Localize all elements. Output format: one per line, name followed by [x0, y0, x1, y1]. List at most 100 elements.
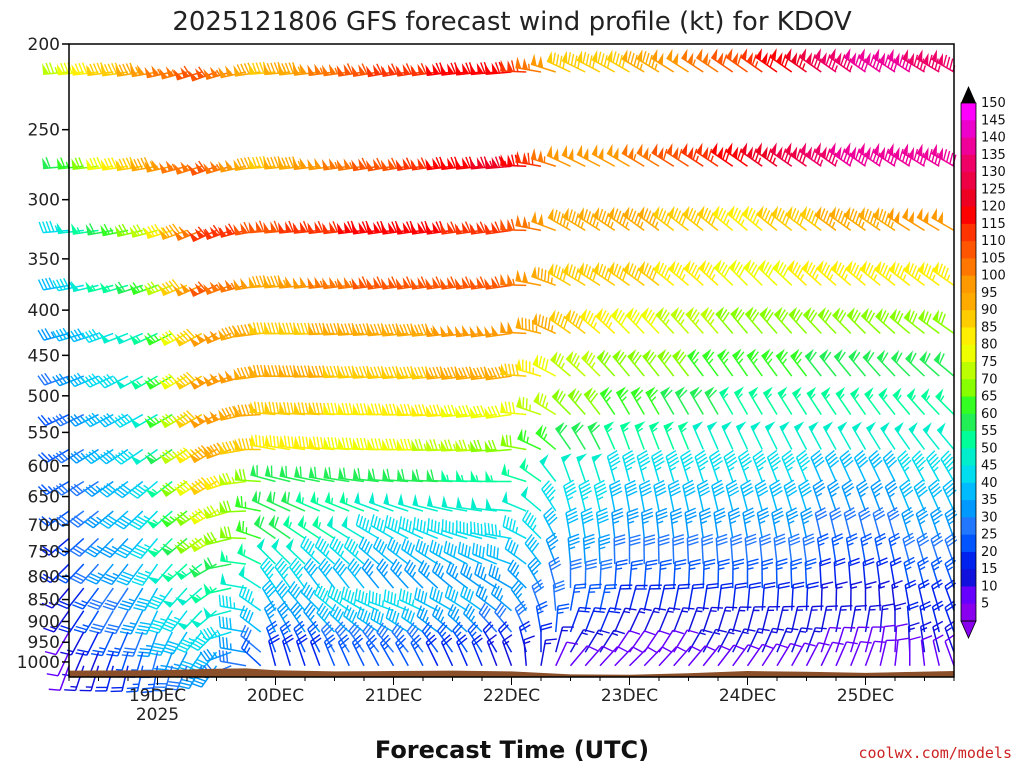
wind-barb-half-feather — [680, 427, 687, 433]
wind-barb-feather — [162, 451, 172, 461]
wind-barb-pennant — [747, 348, 757, 360]
wind-barb-feather — [284, 157, 291, 169]
wind-barb-half-feather — [681, 274, 686, 281]
wind-barb — [715, 306, 734, 334]
wind-barb-feather — [823, 351, 832, 362]
wind-barb-half-feather — [854, 393, 860, 400]
wind-barb-pennant — [194, 228, 205, 239]
wind-barb-pennant — [194, 414, 206, 425]
wind-barb-feather — [767, 266, 775, 278]
wind-barb-pennant — [476, 277, 484, 288]
wind-barb-pennant — [755, 48, 763, 61]
wind-barb-feather — [421, 404, 427, 416]
wind-barb — [695, 142, 719, 167]
wind-barb-half-feather — [890, 221, 894, 229]
wind-barb-pennant — [537, 213, 544, 226]
wind-barb — [793, 421, 808, 450]
wind-barb-pennant — [56, 157, 64, 169]
wind-barb-pennant — [829, 206, 837, 219]
wind-barb-feather — [355, 366, 361, 378]
wind-barb-feather — [389, 438, 394, 450]
wind-barb-pennant — [576, 144, 583, 158]
wind-barb-shaft — [500, 411, 527, 416]
wind-barb — [820, 386, 837, 415]
wind-barb-pennant — [351, 222, 359, 234]
wind-barb-feather — [186, 410, 196, 420]
wind-barb-feather — [597, 51, 602, 64]
wind-barb-feather — [838, 351, 846, 362]
wind-barb-half-feather — [931, 274, 936, 281]
wind-barb-feather — [288, 156, 294, 168]
wind-barb-pennant — [837, 421, 848, 433]
wind-barb-shaft — [762, 391, 778, 415]
wind-barb — [606, 143, 630, 167]
wind-barb — [322, 276, 350, 290]
wind-barb-feather — [881, 352, 889, 363]
wind-barb-pennant — [469, 368, 477, 380]
wind-barb — [687, 348, 704, 377]
wind-barb-feather — [631, 210, 637, 222]
wind-barb-feather — [643, 262, 649, 275]
wind-barb — [651, 48, 675, 73]
wind-barb-feather — [559, 213, 564, 225]
wind-barb-shaft — [785, 213, 807, 232]
wind-barb-feather — [778, 210, 785, 222]
wind-barb-feather — [255, 62, 261, 74]
wind-barb-half-feather — [526, 436, 529, 444]
wind-barb-pennant — [461, 157, 470, 169]
wind-barb-pennant — [555, 421, 565, 434]
wind-barb-pennant — [707, 421, 718, 432]
wind-barb — [660, 386, 675, 415]
wind-barb-pennant — [308, 323, 315, 335]
wind-barb-feather — [477, 522, 480, 535]
wind-barb-pennant — [410, 223, 418, 235]
wind-barb-feather — [92, 157, 99, 169]
wind-barb — [531, 211, 557, 232]
wind-barb-shaft — [264, 411, 291, 416]
wind-barb-half-feather — [636, 396, 642, 402]
wind-barb-pennant — [144, 418, 155, 428]
wind-barb-pennant — [461, 277, 470, 288]
wind-barb — [689, 386, 704, 415]
wind-barb-pennant — [937, 147, 944, 160]
wind-barb-pennant — [507, 321, 514, 333]
wind-barb-feather — [869, 54, 875, 66]
wind-barb-feather — [661, 351, 670, 362]
wind-barb — [716, 348, 734, 377]
wind-barb-feather — [406, 323, 412, 335]
wind-barb-pennant — [447, 324, 455, 336]
wind-barb-pennant — [381, 324, 389, 336]
wind-barb-feather — [879, 262, 886, 274]
wind-barb-pennant — [808, 421, 819, 432]
wind-barb-pennant — [218, 409, 227, 421]
wind-barb-pennant — [432, 63, 440, 75]
wind-barb-pennant — [893, 146, 900, 160]
wind-barb-feather — [417, 324, 424, 336]
wind-barb-shaft — [567, 394, 586, 416]
wind-barb-pennant — [322, 277, 330, 289]
wind-barb-shaft — [116, 165, 143, 172]
wind-barb — [500, 218, 527, 232]
wind-barb-feather — [418, 404, 424, 416]
wind-barb-pennant — [515, 150, 522, 163]
wind-barb-feather — [334, 402, 339, 415]
wind-barb-feather — [949, 152, 954, 165]
wind-barb — [829, 206, 852, 232]
wind-barb-feather — [648, 354, 657, 365]
wind-barb-pennant — [668, 260, 676, 273]
wind-barb-pennant — [402, 277, 411, 288]
wind-barb — [99, 332, 129, 344]
wind-barb-shaft — [779, 425, 793, 450]
wind-barb-feather — [103, 158, 110, 170]
wind-barb-half-feather — [149, 161, 154, 168]
wind-barb-pennant — [307, 222, 315, 234]
wind-barb — [865, 421, 881, 450]
wind-barb-pennant — [218, 329, 227, 341]
wind-barb-shaft — [564, 316, 586, 335]
wind-barb-feather — [895, 352, 903, 364]
wind-barb-half-feather — [186, 164, 191, 171]
wind-barb-pennant — [144, 66, 153, 78]
wind-barb-pennant — [314, 157, 322, 169]
wind-barb-pennant — [916, 143, 923, 157]
wind-barb-pennant — [380, 223, 389, 235]
